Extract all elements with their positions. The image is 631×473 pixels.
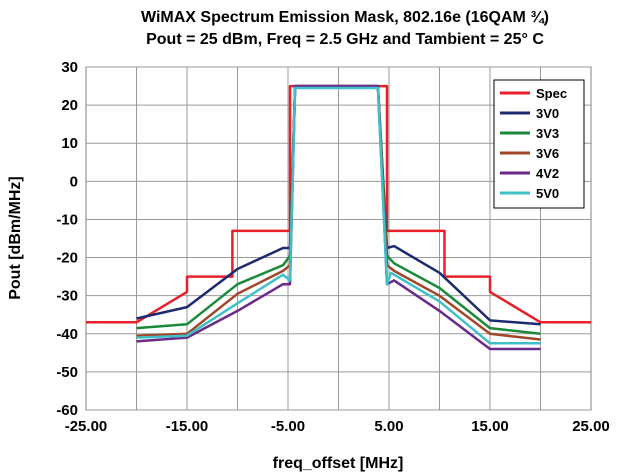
y-tick-label: 30 bbox=[61, 59, 78, 76]
legend-box bbox=[493, 79, 585, 209]
y-tick-label: -30 bbox=[56, 288, 78, 305]
y-tick-label: 10 bbox=[61, 135, 78, 152]
y-tick-label: -50 bbox=[56, 364, 78, 381]
x-tick-label: 5.00 bbox=[374, 418, 403, 435]
y-axis-label: Pout [dBm/MHz] bbox=[7, 176, 24, 300]
x-tick-label: 25.00 bbox=[572, 418, 610, 435]
y-tick-label: -20 bbox=[56, 250, 78, 267]
x-tick-labels: -25.00 -15.00 -5.00 5.00 15.00 25.00 bbox=[65, 418, 610, 435]
y-tick-label: 20 bbox=[61, 97, 78, 114]
legend-label-3v3: 3V3 bbox=[536, 126, 559, 141]
legend: Spec 3V0 3V3 3V6 4V2 5V0 bbox=[493, 79, 585, 209]
series-line-4v2 bbox=[136, 84, 541, 351]
legend-label-spec: Spec bbox=[536, 86, 567, 101]
series-line-5v0 bbox=[136, 86, 541, 345]
legend-label-3v6: 3V6 bbox=[536, 146, 559, 161]
y-tick-label: -40 bbox=[56, 326, 78, 343]
legend-label-5v0: 5V0 bbox=[536, 186, 559, 201]
legend-label-4v2: 4V2 bbox=[536, 166, 559, 181]
legend-label-3v0: 3V0 bbox=[536, 106, 559, 121]
x-tick-label: 15.00 bbox=[471, 418, 509, 435]
y-tick-label: 0 bbox=[70, 173, 78, 190]
y-tick-labels: 30 20 10 0 -10 -20 -30 -40 -50 -60 bbox=[56, 59, 78, 419]
chart-subtitle: Pout = 25 dBm, Freq = 2.5 GHz and Tambie… bbox=[146, 31, 544, 48]
x-tick-label: -25.00 bbox=[65, 418, 108, 435]
y-tick-label: -60 bbox=[56, 402, 78, 419]
x-tick-label: -5.00 bbox=[271, 418, 305, 435]
x-axis-label: freq_offset [MHz] bbox=[273, 455, 404, 472]
series-lines bbox=[86, 84, 591, 351]
x-tick-label: -15.00 bbox=[166, 418, 209, 435]
chart-title: WiMAX Spectrum Emission Mask, 802.16e (1… bbox=[141, 9, 549, 26]
y-tick-label: -10 bbox=[56, 211, 78, 228]
